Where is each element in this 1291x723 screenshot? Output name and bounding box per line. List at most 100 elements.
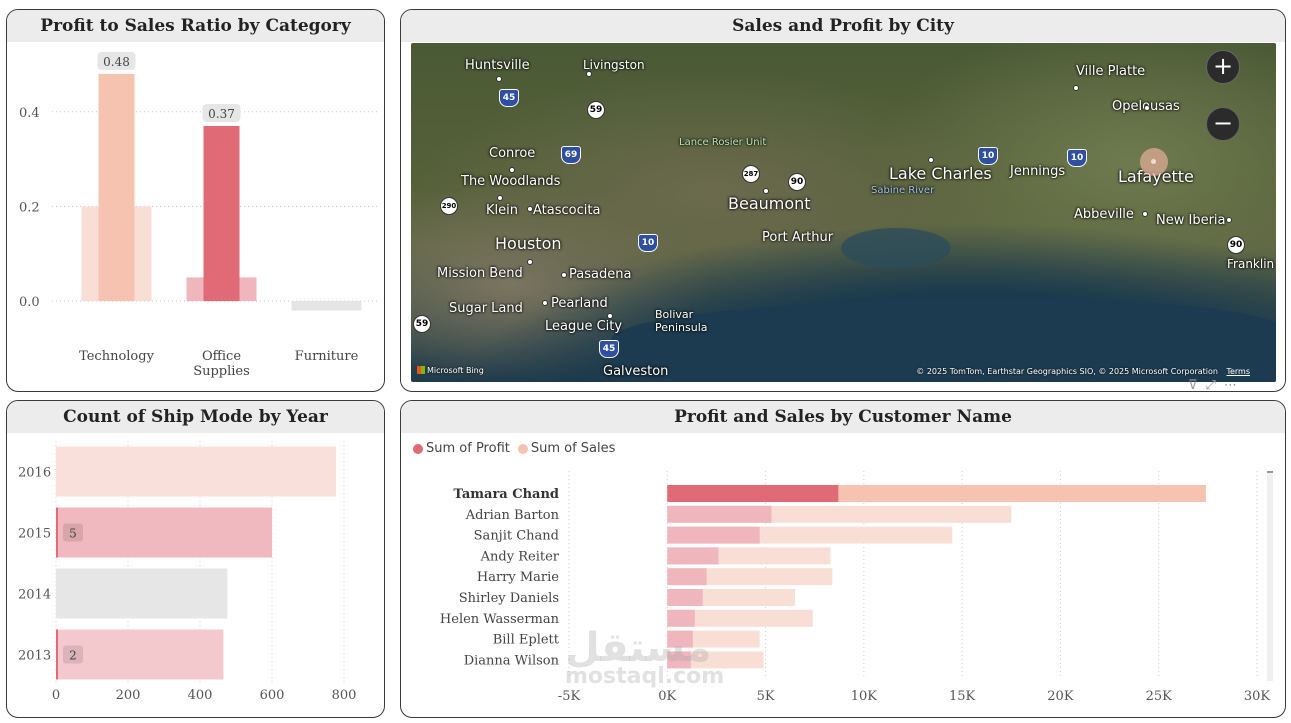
shipmode-chart[interactable]: 0 200 400 600 800 2016 2015 5 2014 2013 2 (7, 401, 385, 718)
city-dot (763, 188, 769, 194)
data-label-box (63, 645, 83, 664)
interstate-shield: 10 (1067, 149, 1087, 167)
map-panel[interactable]: Sales and Profit by City Huntsville Livi… (400, 9, 1286, 392)
y-tick-label: 0.2 (19, 200, 40, 215)
legend-profit-dot (413, 443, 423, 454)
watermark-arabic: مستقل (565, 625, 712, 671)
map-poi-bolivar: Bolivar Peninsula (655, 308, 708, 334)
bar-profit (667, 651, 691, 669)
focus-mode-icon[interactable]: ⤢ (1205, 378, 1224, 393)
bing-logo: Microsoft Bing (417, 366, 484, 375)
y-tick-label: 0.0 (19, 295, 40, 310)
map-canvas[interactable]: Huntsville Livingston Conroe The Woodlan… (411, 43, 1276, 382)
visual-toolbar[interactable]: ⊽⤢⋯ (1188, 378, 1245, 393)
x-tick-label: Furniture (295, 349, 359, 364)
map-label-houston: Houston (495, 234, 562, 253)
x-tick-label: Office (202, 349, 241, 364)
map-credit: © 2025 TomTom, Earthstar Geographics SIO… (916, 367, 1218, 376)
sabine-lake (841, 228, 951, 268)
bar-profit (667, 609, 695, 627)
city-dot (561, 272, 567, 278)
us-highway-shield: 290 (440, 197, 458, 215)
x-tick-label: 0 (52, 688, 60, 703)
bar-sales (667, 568, 833, 586)
customer-chart-panel[interactable]: Profit and Sales by Customer Name Sum of… (400, 400, 1286, 718)
map-label-abbeville: Abbeville (1074, 207, 1134, 222)
map-poi-lance-rosier: Lance Rosier Unit (679, 137, 767, 148)
city-dot (527, 259, 533, 265)
map-label-pearland: Pearland (551, 296, 608, 311)
bar-highlight (56, 507, 58, 558)
us-highway-shield: 90 (788, 173, 806, 191)
map-label-klein: Klein (486, 203, 518, 218)
bar-sales (667, 609, 813, 627)
gulf-water (611, 298, 1276, 382)
shipmode-chart-panel[interactable]: Count of Ship Mode by Year 0 200 400 600 800… (6, 400, 385, 718)
interstate-shield: 10 (638, 234, 658, 252)
watermark-latin: mostaql.com (565, 664, 725, 689)
y-tick-label: 2016 (18, 466, 51, 481)
zoom-in-button[interactable]: + (1206, 50, 1240, 84)
data-label: 2 (69, 649, 77, 663)
ratio-chart-panel[interactable]: Profit to Sales Ratio by Category 0.0 0.2… (6, 9, 385, 392)
customer-chart[interactable]: -5K 0K 5K 10K 15K 20K 25K 30K Tamara Chand Adrian… (401, 401, 1286, 718)
map-label-jennings: Jennings (1010, 164, 1066, 179)
legend-item-profit[interactable]: Sum of Profit (413, 441, 510, 456)
bing-logo-text: Microsoft Bing (427, 366, 484, 375)
city-dot (607, 313, 613, 319)
data-label: 5 (69, 527, 77, 541)
ratio-chart[interactable]: 0.0 0.2 0.4 0.48 Technology 0.37 OfficeSupplie… (7, 10, 385, 392)
legend-item-sales[interactable]: Sum of Sales (517, 441, 615, 456)
bar-profit (667, 526, 760, 544)
filter-icon[interactable]: ⊽ (1188, 378, 1206, 393)
bar (308, 301, 345, 311)
bar-profit (667, 547, 719, 565)
us-highway-shield: 59 (413, 315, 431, 333)
map-terms-link[interactable]: Terms (1226, 367, 1250, 376)
x-tick-label: 30K (1244, 689, 1271, 704)
city-dot (527, 206, 533, 212)
x-tick-label: Supplies (193, 364, 250, 379)
bar-profit (667, 505, 772, 523)
map-label-livingston: Livingston (583, 58, 645, 72)
more-options-icon[interactable]: ⋯ (1223, 378, 1245, 393)
legend-profit-label: Sum of Profit (426, 441, 510, 456)
bar (56, 446, 337, 497)
microsoft-icon (417, 366, 425, 374)
bar (98, 73, 135, 302)
city-dot (542, 300, 548, 306)
y-tick-label: 2014 (18, 588, 51, 603)
x-tick-label: 400 (188, 688, 213, 703)
map-label-new-iberia: New Iberia (1156, 213, 1226, 228)
x-tick-label: 20K (1047, 689, 1074, 704)
chart-legend: Sum of Profit Sum of Sales (413, 441, 615, 456)
map-label-conroe: Conroe (489, 146, 536, 161)
map-label-atascocita: Atascocita (533, 203, 601, 218)
city-dot (496, 76, 502, 82)
x-tick-label: -5K (558, 689, 581, 704)
watermark: مستقل mostaql.com (565, 628, 725, 689)
y-tick-label: 0.4 (19, 106, 40, 121)
zoom-out-button[interactable]: − (1206, 107, 1240, 141)
y-tick-label: Shirley Daniels (459, 591, 559, 606)
bar (56, 507, 272, 558)
y-tick-label: 2013 (18, 649, 51, 664)
map-label-lafayette: Lafayette (1118, 167, 1194, 186)
x-tick-label: 0K (658, 689, 676, 704)
interstate-shield: 45 (599, 340, 619, 358)
lafayette-bubble[interactable] (1140, 148, 1168, 176)
map-label-sugar-land: Sugar Land (449, 301, 523, 316)
y-tick-label: Dianna Wilson (464, 653, 560, 668)
interstate-shield: 69 (561, 146, 581, 164)
bar-profit (667, 589, 703, 606)
map-label-pasadena: Pasadena (569, 267, 632, 282)
map-label-lake-charles: Lake Charles (889, 164, 992, 183)
city-dot (1142, 211, 1148, 217)
x-tick-label: 600 (260, 688, 285, 703)
map-title: Sales and Profit by City (401, 10, 1285, 42)
interstate-shield: 45 (499, 89, 519, 107)
city-dot (509, 167, 515, 173)
city-dot (1073, 85, 1079, 91)
x-tick-label: 10K (851, 689, 878, 704)
y-tick-label: Helen Wasserman (440, 612, 560, 627)
